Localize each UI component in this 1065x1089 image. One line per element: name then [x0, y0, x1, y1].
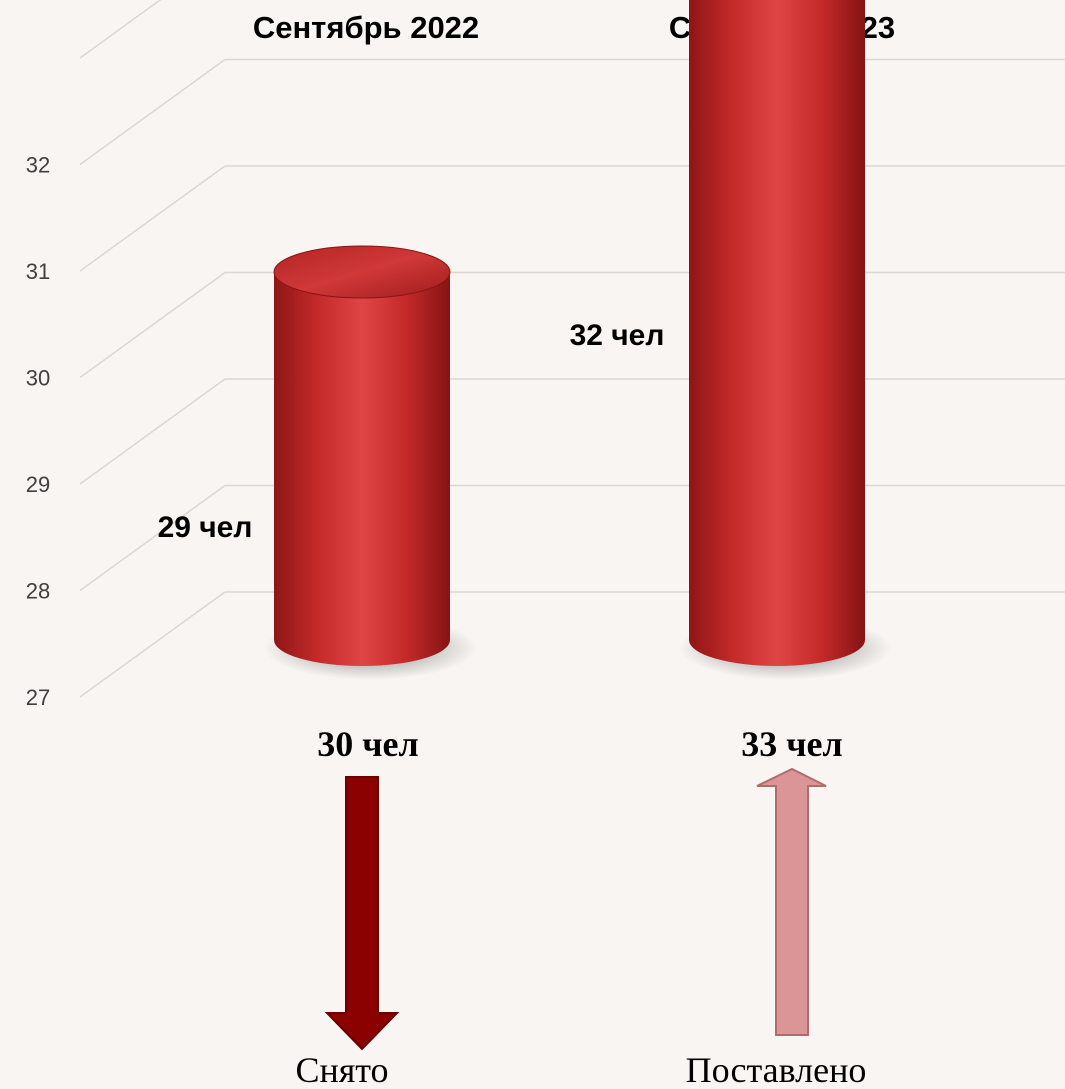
arrow-up-icon: [756, 767, 827, 1036]
caption-removed: Снято: [295, 1050, 388, 1089]
gridline-diagonal: [79, 271, 226, 379]
y-tick-label: 31: [26, 259, 50, 284]
gridline-diagonal: [79, 591, 226, 698]
gridline-diagonal: [79, 378, 226, 485]
y-tick-label: 27: [26, 685, 50, 710]
bar-body: [274, 272, 450, 666]
gridline-diagonal: [79, 58, 226, 166]
y-tick-label: 30: [26, 366, 50, 391]
bar-top: [273, 245, 451, 299]
data-label: 32 чел: [570, 319, 665, 352]
bar-body: [689, 0, 865, 666]
gridline-diagonal: [79, 0, 162, 59]
y-tick-label: 32: [26, 153, 50, 178]
y-tick-label: 29: [26, 472, 50, 497]
total-label-added: 33 чел: [741, 724, 842, 764]
gridline-diagonal: [79, 165, 226, 272]
caption-added: Поставлено: [686, 1050, 867, 1089]
y-axis: 27 28 29 30 31 32: [26, 153, 50, 711]
gridline-diagonal: [79, 484, 226, 592]
data-labels: 29 чел 32 чел: [158, 319, 665, 544]
y-tick-label: 28: [26, 579, 50, 604]
bar: [679, 0, 891, 680]
bar: [264, 245, 476, 680]
total-label-removed: 30 чел: [317, 724, 418, 764]
arrow-down-icon: [324, 776, 400, 1051]
category-label: Сентябрь 2022: [253, 10, 479, 45]
data-label: 29 чел: [158, 511, 253, 544]
bars: [264, 0, 891, 680]
